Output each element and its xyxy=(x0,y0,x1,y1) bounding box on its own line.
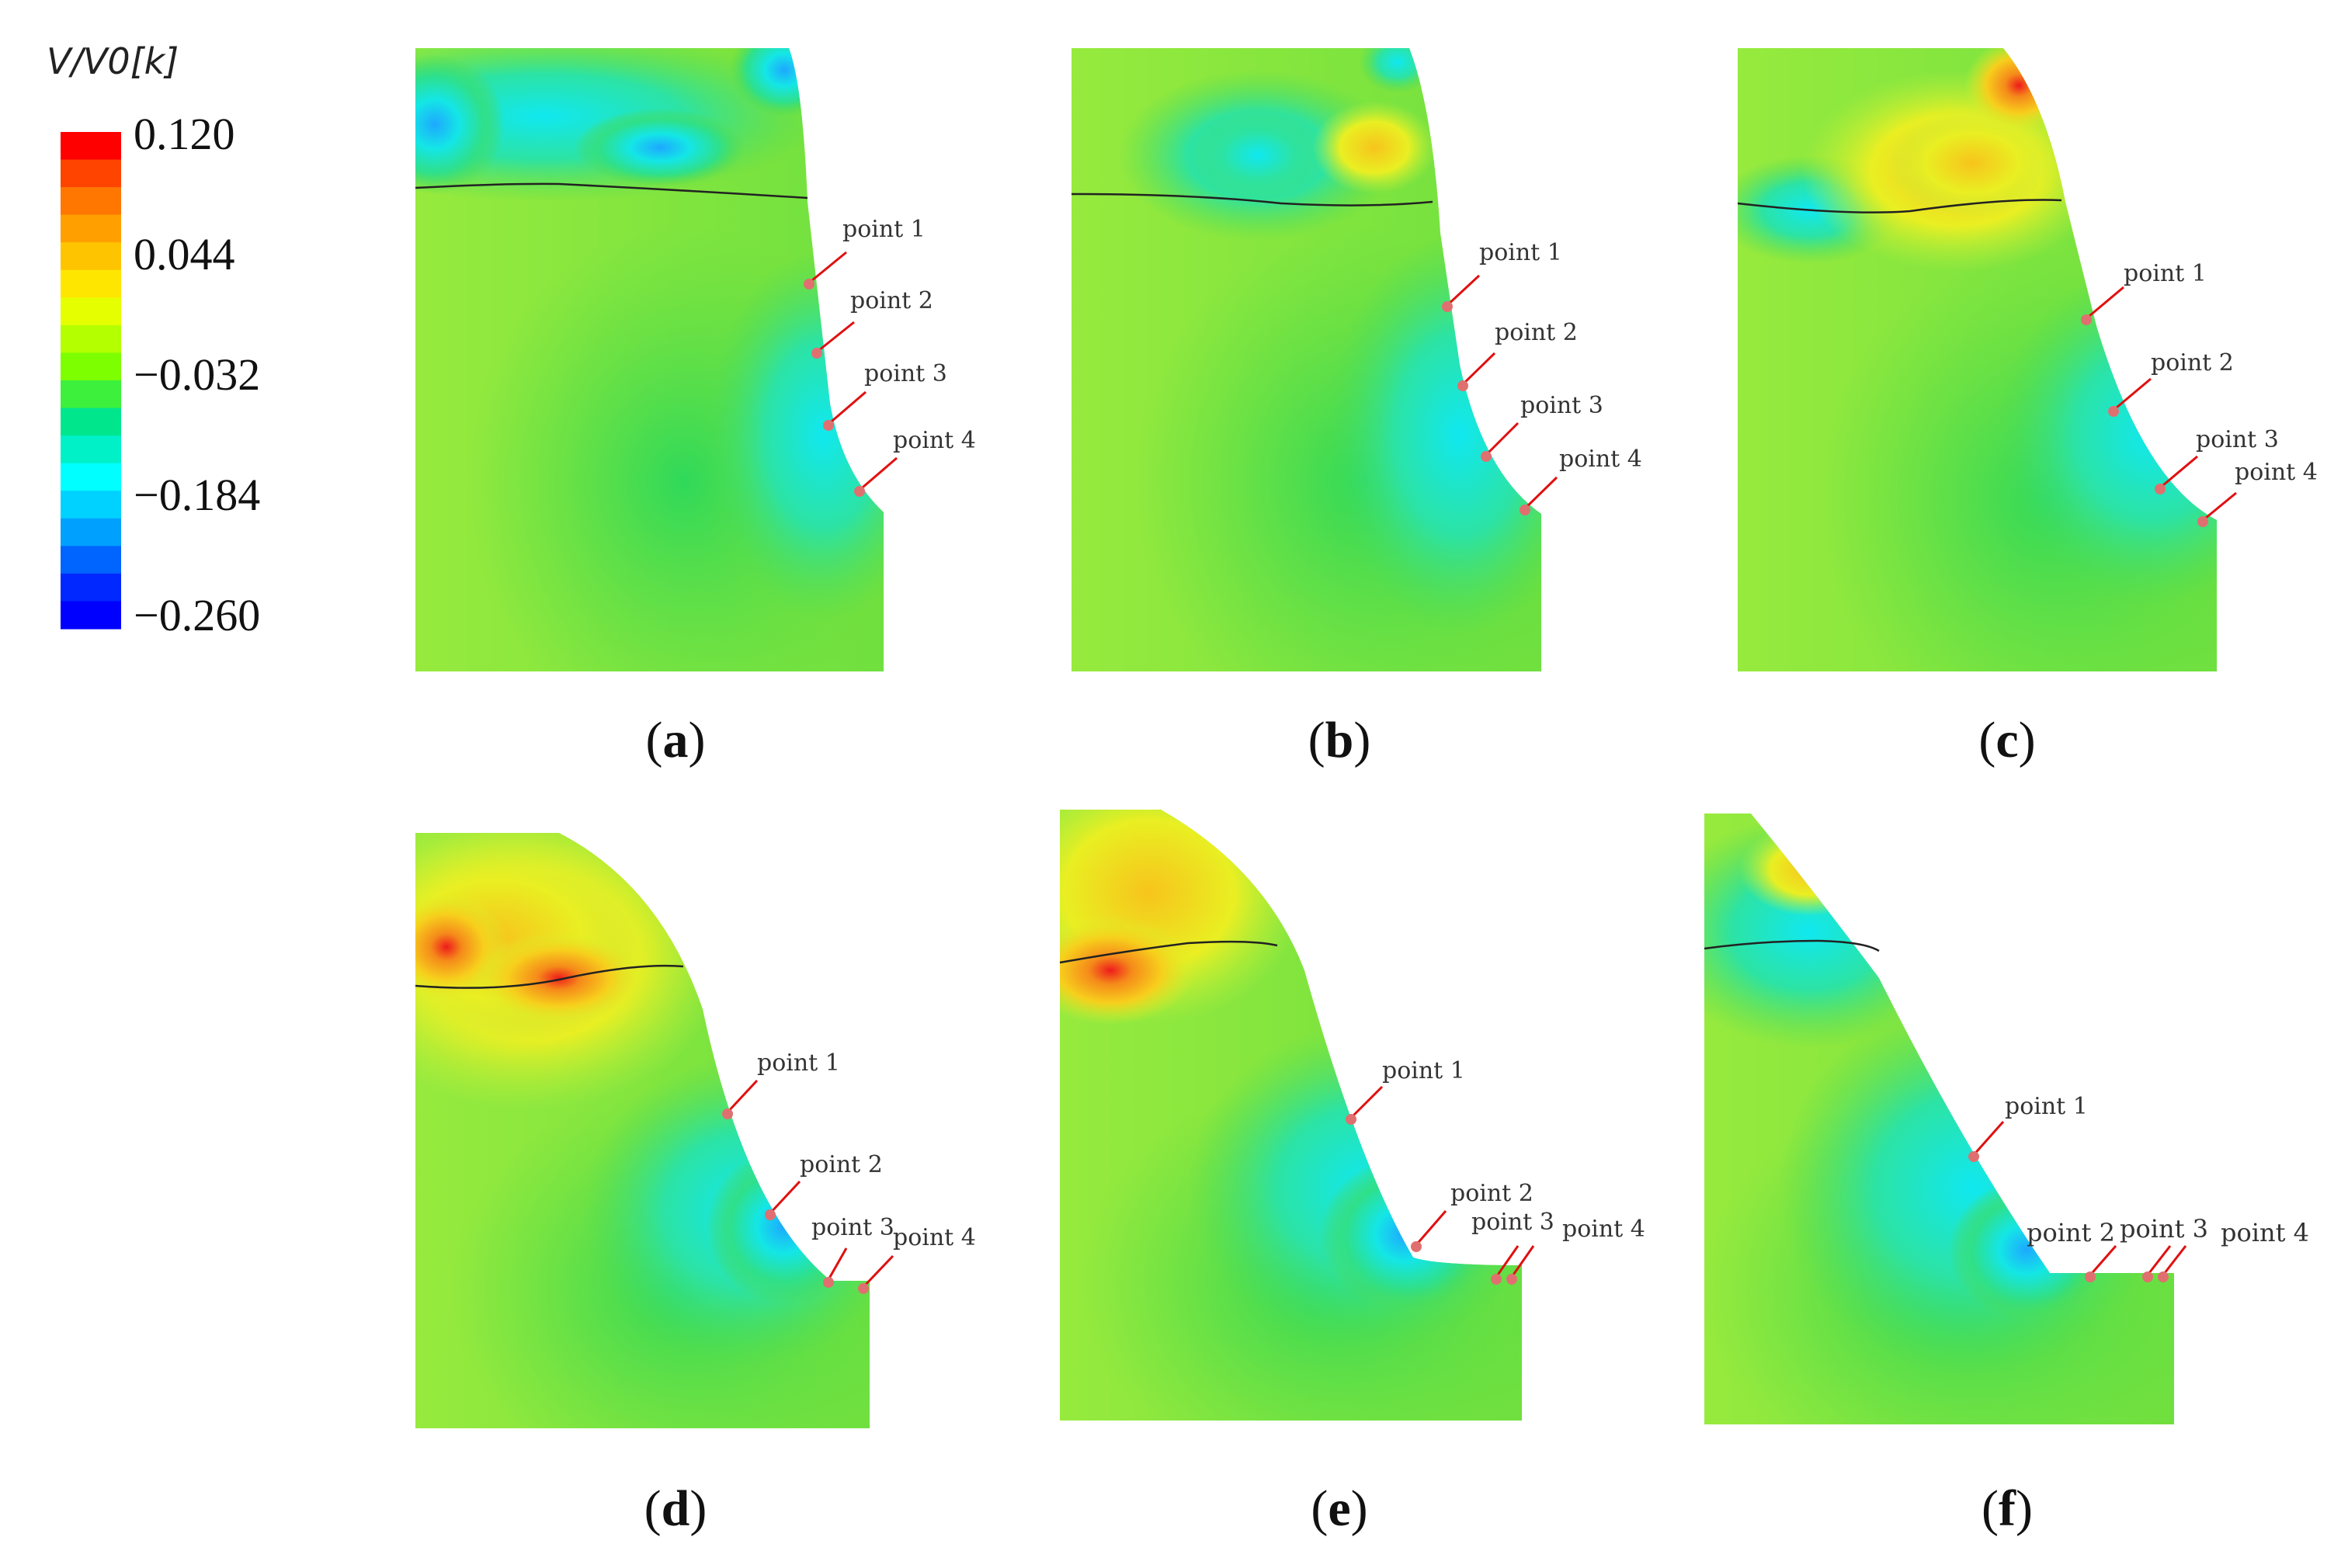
panel-caption: (f) xyxy=(1982,1480,2033,1537)
point-marker xyxy=(1481,423,1518,462)
point-label: point 4 xyxy=(2221,1218,2309,1247)
point-label: point 3 xyxy=(2120,1214,2208,1244)
point-label: point 2 xyxy=(850,287,933,314)
legend-swatch xyxy=(61,601,121,629)
legend-swatch xyxy=(61,132,121,160)
point-marker xyxy=(1968,1122,2003,1162)
legend-swatch xyxy=(61,242,121,270)
point-label: point 1 xyxy=(757,1049,840,1077)
point-label: point 1 xyxy=(1382,1057,1465,1084)
legend-tick-label: −0.032 xyxy=(134,349,260,400)
panel-c: point 1 point 2 point 3 point 4 xyxy=(1716,39,2318,745)
legend-title: V/V0[k] xyxy=(47,40,179,82)
legend-swatch xyxy=(61,435,121,463)
panel-caption: (b) xyxy=(1308,712,1371,768)
point-marker xyxy=(1457,353,1495,391)
point-label: point 2 xyxy=(2027,1218,2115,1247)
panel-f: point 1 point 2 point 3 point 4 xyxy=(1654,813,2309,1490)
point-label: point 3 xyxy=(864,360,947,387)
legend-swatch xyxy=(61,408,121,436)
legend-tick-label: −0.184 xyxy=(134,470,260,520)
point-label: point 4 xyxy=(893,1224,976,1251)
point-label: point 3 xyxy=(1471,1209,1554,1236)
legend-swatch xyxy=(61,297,121,325)
legend-tick-label: 0.044 xyxy=(134,229,235,279)
point-label: point 4 xyxy=(1559,446,1642,473)
point-label: point 2 xyxy=(2151,349,2234,376)
point-marker xyxy=(765,1181,800,1220)
panel-e: point 1 point 2 point 3 point 4 xyxy=(994,761,1645,1483)
point-label: point 3 xyxy=(811,1214,894,1241)
panel-caption: (c) xyxy=(1978,712,2035,768)
point-label: point 2 xyxy=(1450,1180,1533,1207)
legend-swatch xyxy=(61,380,121,408)
point-label: point 2 xyxy=(1495,319,1578,346)
point-marker xyxy=(854,458,897,497)
legend-swatch xyxy=(61,352,121,380)
panel-a: point 1 point 2 point 3 point 4 xyxy=(264,23,976,737)
legend-ticks: 0.120 0.044 −0.032 −0.184 −0.260 xyxy=(134,109,260,640)
color-legend: V/V0[k] 0.120 0.044 −0.032 −0.184 −0.260 xyxy=(47,40,260,640)
legend-swatch xyxy=(61,215,121,243)
point-label: point 1 xyxy=(842,216,926,243)
panel-caption: (a) xyxy=(646,712,706,768)
legend-swatch xyxy=(61,491,121,519)
point-label: point 1 xyxy=(1479,239,1562,266)
point-label: point 3 xyxy=(1520,392,1603,419)
legend-color-bar xyxy=(61,132,121,630)
point-label: point 4 xyxy=(893,427,976,454)
point-marker xyxy=(1520,477,1557,515)
legend-swatch xyxy=(61,463,121,491)
legend-swatch xyxy=(61,546,121,574)
point-marker xyxy=(722,1081,757,1119)
legend-swatch xyxy=(61,270,121,298)
point-marker xyxy=(1346,1087,1382,1125)
panel-d: point 1 point 2 point 3 point 4 xyxy=(326,800,976,1490)
panel-b: point 1 point 2 point 3 point 4 xyxy=(1072,31,1642,737)
legend-swatch xyxy=(61,187,121,215)
legend-swatch xyxy=(61,574,121,602)
point-label: point 4 xyxy=(2235,459,2318,486)
point-marker xyxy=(858,1256,893,1294)
point-label: point 1 xyxy=(2005,1093,2088,1120)
point-label: point 4 xyxy=(1562,1216,1645,1243)
legend-swatch xyxy=(61,325,121,353)
legend-tick-label: 0.120 xyxy=(134,109,235,159)
point-label: point 2 xyxy=(800,1151,883,1178)
legend-swatch xyxy=(61,519,121,546)
point-label: point 1 xyxy=(2124,260,2207,287)
panel-caption: (e) xyxy=(1311,1480,1367,1537)
legend-swatch xyxy=(61,160,121,188)
point-label: point 3 xyxy=(2196,426,2279,453)
panel-caption: (d) xyxy=(644,1480,707,1537)
point-marker xyxy=(1411,1211,1446,1252)
legend-tick-label: −0.260 xyxy=(134,590,260,640)
